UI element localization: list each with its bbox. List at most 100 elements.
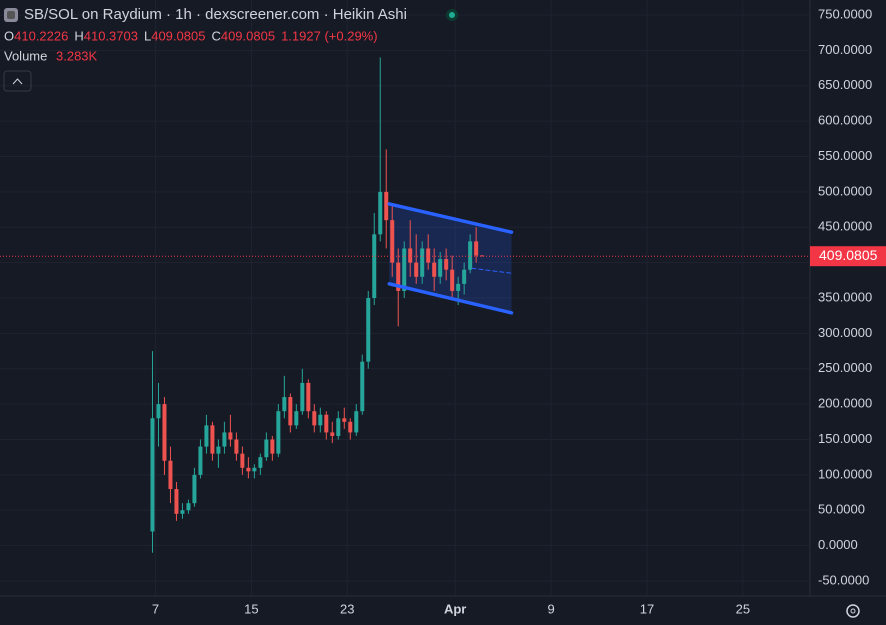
candle-body (402, 248, 407, 291)
candle-body (234, 439, 239, 454)
x-tick-label: 17 (640, 601, 654, 616)
status-dot (449, 12, 455, 18)
candle-body (216, 446, 221, 454)
candle-body (360, 361, 365, 412)
candle-body (432, 262, 437, 277)
last-price-label: 409.0805 (819, 247, 878, 263)
candle-body (348, 421, 353, 433)
ohlc-value: 410.3703 (84, 28, 138, 43)
ohlc-value: 409.0805 (151, 28, 205, 43)
channel-line (387, 202, 514, 234)
plot (150, 57, 514, 553)
channel-line (471, 267, 513, 274)
candle-body (354, 411, 359, 433)
candle-body (306, 382, 311, 412)
y-tick-label: 500.0000 (818, 183, 872, 198)
candle-body (276, 411, 281, 454)
candle-body (312, 411, 317, 426)
candle-body (270, 439, 275, 454)
candle-body (480, 255, 485, 257)
candle-body (282, 397, 287, 412)
candle-body (168, 460, 173, 490)
y-tick-label: 200.0000 (818, 396, 872, 411)
grid (0, 0, 810, 596)
candle-body (300, 382, 305, 412)
ohlc-key: L (144, 28, 151, 43)
candle-body (294, 411, 299, 426)
candle-body (390, 220, 395, 263)
change-value: 1.1927 (+0.29%) (281, 28, 377, 43)
candle-body (474, 241, 479, 256)
chart-title: SB/SOL on Raydium · 1h · dexscreener.com… (24, 6, 407, 23)
candle-body (366, 298, 371, 362)
candle-body (162, 404, 167, 461)
y-tick-label: 350.0000 (818, 289, 872, 304)
x-tick-label: 15 (244, 601, 258, 616)
candle-body (414, 262, 419, 277)
y-tick-label: 50.0000 (818, 502, 865, 517)
candle-body (444, 259, 449, 270)
collapse-button[interactable] (3, 70, 32, 92)
ohlc-key: H (74, 28, 83, 43)
channel-fill (389, 203, 512, 313)
volume-label: Volume (4, 48, 47, 63)
y-tick-label: 700.0000 (818, 42, 872, 57)
x-tick-label: Apr (444, 601, 466, 616)
y-tick-label: 600.0000 (818, 113, 872, 128)
candle-body (450, 269, 455, 291)
candle-body (438, 259, 443, 277)
y-tick-label: 150.0000 (818, 431, 872, 446)
candle-body (210, 425, 215, 454)
y-tick-label: 550.0000 (818, 148, 872, 163)
candle-body (186, 503, 191, 511)
candle-body (264, 439, 269, 458)
candle-body (174, 489, 179, 514)
y-tick-label: 0.0000 (818, 537, 858, 552)
ohlc-key: O (4, 28, 14, 43)
candle-body (228, 432, 233, 440)
candle-body (204, 425, 209, 447)
candle-body (246, 467, 251, 472)
candle-body (258, 457, 263, 468)
candle-body (384, 191, 389, 221)
candle-body (198, 446, 203, 475)
y-tick-label: 750.0000 (818, 6, 872, 21)
x-tick-label: 23 (340, 601, 354, 616)
ohlc-legend: O 410.2226 H 410.3703 L 409.0805 C 409.0805 1.19… (4, 28, 378, 43)
settings-button[interactable] (846, 604, 860, 618)
candle-body (372, 234, 377, 298)
candle-body (192, 474, 197, 504)
candle-body (318, 414, 323, 426)
x-tick-label: 7 (152, 601, 159, 616)
y-tick-label: 250.0000 (818, 360, 872, 375)
candle-body (330, 432, 335, 436)
y-tick-label: 650.0000 (818, 77, 872, 92)
candle-body (240, 453, 245, 468)
y-tick-label: 450.0000 (818, 219, 872, 234)
y-tick-label: -50.0000 (818, 572, 869, 587)
candle-body (468, 241, 473, 270)
candle-body (252, 467, 257, 472)
candle-body (462, 269, 467, 284)
candle-body (288, 397, 293, 426)
channel-line (387, 282, 514, 315)
candle-body (222, 432, 227, 447)
candle-body (378, 191, 383, 235)
candle-body (150, 418, 155, 532)
ohlc-value: 410.2226 (14, 28, 68, 43)
candle-body (336, 418, 341, 436)
candle-body (180, 510, 185, 514)
y-tick-label: 100.0000 (818, 466, 872, 481)
candle-body (324, 414, 329, 433)
candle-body (456, 283, 461, 291)
last-price-box (810, 246, 886, 267)
candle-body (408, 248, 413, 263)
x-tick-label: 9 (547, 601, 554, 616)
logo (4, 8, 18, 22)
x-tick-label: 25 (736, 601, 750, 616)
candle-body (342, 418, 347, 422)
candle-body (396, 262, 401, 291)
ohlc-value: 409.0805 (221, 28, 275, 43)
